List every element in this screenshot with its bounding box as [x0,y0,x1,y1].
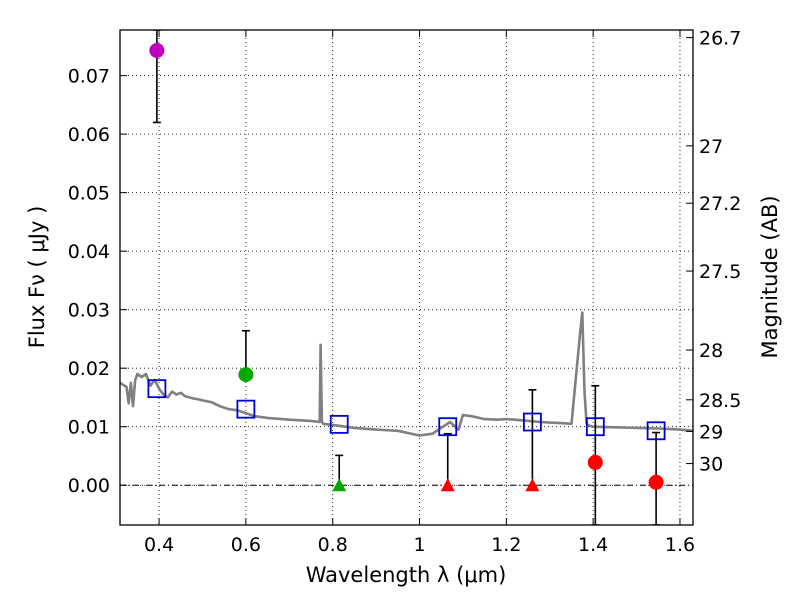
y-tick-label: 0.01 [68,417,110,439]
model-photometry-square [522,412,542,432]
model-photometry-square [329,414,349,434]
y2-tick-label: 28.5 [699,390,741,412]
upper-limit-triangle [525,478,540,492]
y-tick-label: 0.02 [68,358,110,380]
x-tick-label: 1 [413,534,425,556]
x-tick-label: 1.6 [665,534,695,556]
grid [120,30,693,525]
y2-tick-label: 26.7 [699,28,741,50]
y2-tick-label: 29 [699,421,723,443]
x-tick-label: 1.4 [578,534,608,556]
y-tick-label: 0.05 [68,183,110,205]
detection-point [587,454,603,470]
detection-point [149,42,165,58]
y2-axis-ticks: 26.7 27 27.2 27.5 28 28.5 29 30 [686,28,741,476]
y-tick-label: 0.07 [68,66,110,88]
model-sed-line [120,311,693,437]
y2-tick-label: 27.2 [699,193,741,215]
y2-axis-label: Magnitude (AB) [758,195,782,358]
x-axis-ticks: 0.4 0.6 0.8 1 1.2 1.4 1.6 [144,30,695,556]
y2-tick-label: 27 [699,136,723,158]
y-tick-label: 0.00 [68,475,110,497]
y2-tick-label: 30 [699,454,723,476]
x-tick-label: 0.6 [231,534,261,556]
y2-tick-label: 28 [699,340,723,362]
y-axis-ticks: 0.00 0.01 0.02 0.03 0.04 0.05 0.06 0.07 [68,66,127,497]
model-photometry-square [646,421,666,441]
x-tick-label: 1.2 [491,534,521,556]
y-tick-label: 0.03 [68,300,110,322]
y-tick-label: 0.04 [68,241,110,263]
x-tick-label: 0.4 [144,534,174,556]
y-tick-label: 0.06 [68,124,110,146]
model-photometry-square [438,417,458,437]
model-photometry-square [236,399,256,419]
y2-tick-label: 27.5 [699,261,741,283]
upper-limit-triangle [332,478,347,492]
x-axis-label: Wavelength λ (μm) [306,563,507,587]
detection-point [238,367,254,383]
plot-frame [119,29,694,526]
model-photometry-square [147,379,167,399]
y-axis-label: Flux Fν ( μJy ) [25,206,49,349]
detection-point [648,474,664,490]
model-photometry-square [585,417,605,437]
series-layer [120,30,693,525]
upper-limit-triangle [440,478,455,492]
x-tick-label: 0.8 [318,534,348,556]
